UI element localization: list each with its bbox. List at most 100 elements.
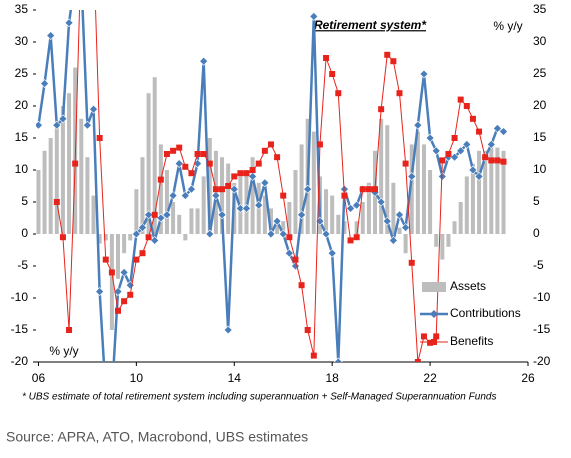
bar xyxy=(470,163,475,234)
point xyxy=(108,269,115,276)
bar xyxy=(446,234,451,247)
point xyxy=(163,151,170,157)
bar xyxy=(262,195,267,234)
point xyxy=(102,256,109,263)
bar xyxy=(67,93,72,234)
bar xyxy=(458,202,463,234)
point xyxy=(499,127,508,137)
point xyxy=(211,191,221,201)
bar xyxy=(336,214,341,234)
point xyxy=(206,160,213,167)
point xyxy=(284,248,294,258)
point xyxy=(427,339,434,346)
x-tick-label: 26 xyxy=(521,371,535,385)
point xyxy=(292,256,299,263)
point xyxy=(474,171,484,181)
bar xyxy=(287,202,292,234)
x-tick-label: 18 xyxy=(325,371,339,385)
point xyxy=(359,186,366,193)
point xyxy=(174,159,184,169)
point xyxy=(310,352,317,359)
point xyxy=(378,106,385,113)
point xyxy=(267,141,274,148)
point xyxy=(180,191,190,201)
bar xyxy=(220,157,225,234)
point xyxy=(52,120,62,130)
point xyxy=(365,186,372,193)
bar xyxy=(360,202,365,234)
point xyxy=(346,203,355,213)
point xyxy=(388,235,398,245)
y2-tick-label: -10 xyxy=(533,290,551,304)
point xyxy=(115,307,121,314)
y2-tick-label: 20 xyxy=(533,98,547,112)
chart-title: Retirement system* xyxy=(314,18,427,32)
point xyxy=(396,90,403,97)
point xyxy=(272,216,282,226)
bar xyxy=(226,163,231,234)
point xyxy=(66,327,73,333)
point xyxy=(469,115,476,122)
legend-marker xyxy=(430,310,438,318)
point xyxy=(278,229,288,239)
legend-label: Benefits xyxy=(450,334,493,348)
point xyxy=(335,90,342,97)
bar xyxy=(293,170,298,234)
y2-tick-label: -15 xyxy=(533,322,551,336)
bar xyxy=(201,176,206,234)
point xyxy=(131,229,141,239)
point xyxy=(482,154,489,161)
point xyxy=(162,210,172,220)
bar xyxy=(91,195,96,234)
point xyxy=(401,223,411,233)
y-tick-label: 0 xyxy=(21,226,28,240)
bar xyxy=(483,150,488,234)
point xyxy=(205,229,215,239)
y-tick-label: -20 xyxy=(11,354,29,368)
point xyxy=(352,200,362,210)
bar xyxy=(195,208,200,234)
point xyxy=(46,31,56,41)
point xyxy=(36,120,43,130)
point xyxy=(372,186,379,193)
bar xyxy=(128,234,133,241)
source: Source: APRA, ATO, Macrobond, UBS estima… xyxy=(6,429,308,445)
point xyxy=(408,259,415,266)
y-tick-label: 35 xyxy=(15,2,29,16)
y-tick-label: 10 xyxy=(15,162,29,176)
bar xyxy=(189,208,194,234)
bar xyxy=(250,157,255,234)
point xyxy=(457,96,464,103)
point xyxy=(431,146,441,156)
point xyxy=(488,157,495,164)
bar xyxy=(36,170,41,234)
point xyxy=(119,267,129,277)
point xyxy=(347,237,354,244)
bar xyxy=(397,227,402,234)
legend-label: Contributions xyxy=(450,306,521,320)
point xyxy=(382,216,392,226)
bar xyxy=(152,77,157,234)
point xyxy=(494,157,501,164)
y-tick-label: 20 xyxy=(15,98,29,112)
point xyxy=(182,163,189,170)
point xyxy=(176,144,183,151)
y-tick-label: 30 xyxy=(15,34,29,48)
point xyxy=(121,298,128,305)
point xyxy=(437,171,447,181)
point xyxy=(229,184,239,194)
bar xyxy=(501,150,506,234)
point xyxy=(223,325,233,335)
point xyxy=(414,359,421,362)
legend-label: Assets xyxy=(450,279,486,293)
bar xyxy=(409,144,414,234)
bar xyxy=(164,170,169,234)
point xyxy=(468,165,478,175)
x-tick-label: 06 xyxy=(32,371,46,385)
point xyxy=(286,234,293,241)
y2-tick-label: -5 xyxy=(533,258,544,272)
bar xyxy=(391,182,396,234)
point xyxy=(420,333,427,340)
point xyxy=(327,248,337,258)
point xyxy=(316,141,323,148)
